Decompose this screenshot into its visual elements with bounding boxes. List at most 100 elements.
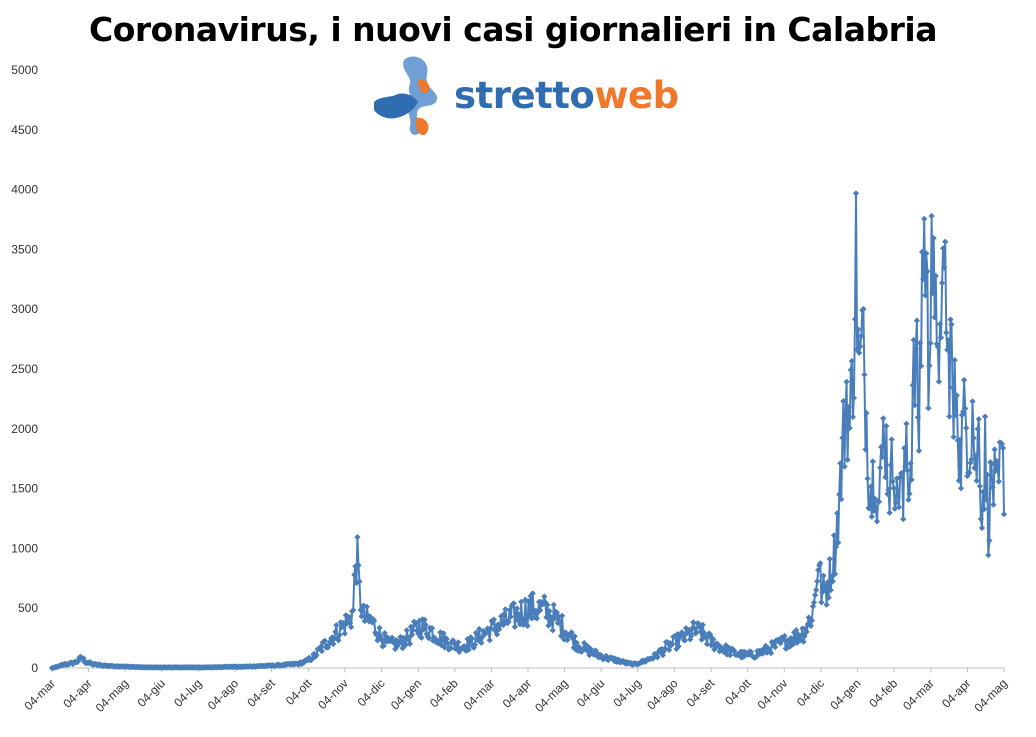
data-point <box>525 598 532 605</box>
data-point <box>421 616 428 623</box>
data-point <box>495 626 503 633</box>
data-point <box>931 314 938 321</box>
data-point <box>544 601 551 609</box>
data-point <box>957 485 965 492</box>
data-point <box>831 570 839 578</box>
data-point <box>847 366 854 374</box>
data-point <box>920 276 927 283</box>
data-point <box>336 631 343 639</box>
data-point <box>857 343 864 350</box>
data-point <box>573 639 580 646</box>
data-point <box>688 632 695 640</box>
data-point <box>354 533 361 541</box>
y-tick-label: 4500 <box>11 123 38 137</box>
x-tick-label: 04-feb <box>866 676 900 710</box>
data-point <box>558 612 566 619</box>
series-line <box>51 192 1005 669</box>
x-tick-label: 04-mag <box>93 676 132 715</box>
data-point <box>941 264 948 271</box>
data-point <box>888 436 895 443</box>
data-point <box>510 600 517 607</box>
data-point <box>995 478 1002 485</box>
data-point <box>832 543 840 550</box>
data-point <box>876 464 884 471</box>
data-point <box>553 609 561 616</box>
x-tick-label: 04-mar <box>21 676 58 713</box>
data-point <box>675 643 682 650</box>
y-tick-label: 3500 <box>11 242 38 256</box>
data-point <box>861 371 868 378</box>
data-point <box>523 617 530 625</box>
data-point <box>950 433 957 441</box>
data-point <box>875 498 883 505</box>
data-point <box>487 625 494 632</box>
data-point <box>825 594 832 601</box>
data-point <box>928 212 935 220</box>
data-point <box>666 646 673 654</box>
data-point <box>547 619 554 626</box>
data-point <box>571 633 578 640</box>
data-point <box>835 539 842 546</box>
x-tick-label: 04-mar <box>900 676 937 713</box>
data-point <box>903 420 910 427</box>
data-point <box>356 578 363 585</box>
data-point <box>836 491 843 498</box>
x-tick-label: 04-mag <box>532 676 571 715</box>
data-point <box>698 636 705 643</box>
x-tick-label: 04-dic <box>355 676 388 709</box>
data-point <box>543 614 550 621</box>
x-tick-label: 04-set <box>244 676 278 710</box>
data-point <box>767 650 775 657</box>
x-tick-label: 04-feb <box>427 676 461 710</box>
data-point <box>781 632 788 640</box>
data-point <box>973 477 980 484</box>
data-point <box>681 637 689 644</box>
y-tick-label: 500 <box>18 601 38 615</box>
data-point <box>882 474 889 481</box>
data-point <box>869 458 876 465</box>
data-point <box>935 378 943 385</box>
data-point <box>335 637 342 644</box>
data-point <box>371 617 378 624</box>
data-point <box>800 638 807 645</box>
data-point <box>953 392 960 399</box>
y-tick-label: 1000 <box>11 541 38 555</box>
x-tick-label: 04-ott <box>722 676 754 708</box>
data-point <box>418 634 425 641</box>
data-point <box>376 624 383 632</box>
data-point <box>969 398 976 405</box>
data-point <box>932 272 939 280</box>
data-point <box>824 579 831 586</box>
x-tick-label: 04-nov <box>755 676 791 712</box>
data-point <box>699 621 706 629</box>
data-point <box>938 279 946 287</box>
data-point <box>944 346 951 354</box>
x-tick-label: 04-mar <box>461 676 498 713</box>
x-tick-label: 04-lug <box>171 676 204 709</box>
data-point <box>966 469 973 477</box>
data-point <box>815 566 822 574</box>
data-point <box>976 482 984 490</box>
data-point <box>533 615 541 622</box>
data-point <box>443 635 450 643</box>
data-point <box>317 643 324 650</box>
data-point <box>872 505 880 512</box>
data-point <box>691 625 698 632</box>
data-point <box>811 591 819 599</box>
data-point <box>536 607 544 614</box>
x-tick-label: 04-apr <box>939 676 973 710</box>
data-point <box>772 643 779 651</box>
data-point <box>880 415 887 422</box>
data-point <box>810 599 818 606</box>
data-point <box>679 632 686 639</box>
data-point <box>807 622 815 630</box>
data-point <box>818 599 825 606</box>
strettoweb-logo: strettoweb <box>370 52 679 142</box>
data-point <box>541 593 548 600</box>
data-point <box>991 446 998 453</box>
data-point <box>844 456 851 463</box>
data-point <box>486 637 493 644</box>
data-point <box>873 518 881 525</box>
data-point <box>830 532 838 539</box>
data-point <box>550 601 557 608</box>
